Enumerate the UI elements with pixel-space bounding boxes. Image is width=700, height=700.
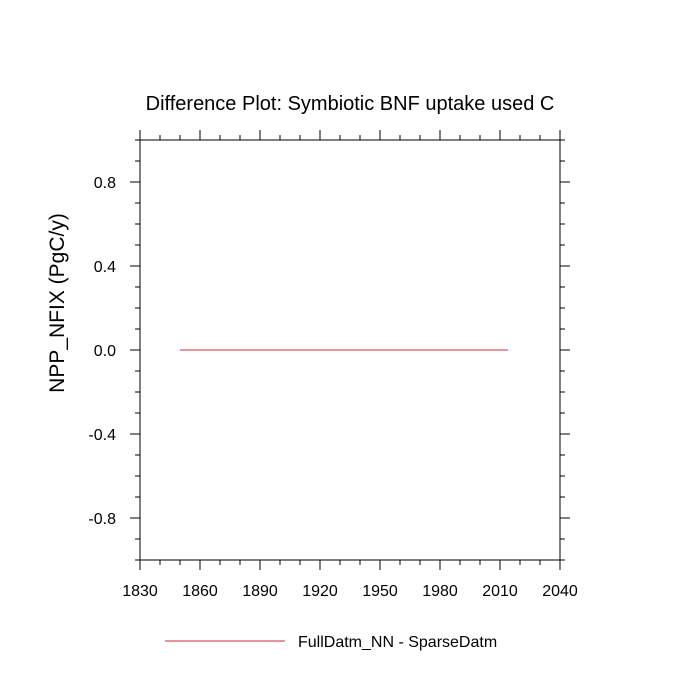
y-tick-label: -0.8 xyxy=(88,511,116,528)
chart-title: Difference Plot: Symbiotic BNF uptake us… xyxy=(146,93,555,115)
y-tick-label: 0.4 xyxy=(94,259,116,276)
y-tick-label: 0.8 xyxy=(94,175,116,192)
y-tick-label: 0.0 xyxy=(94,343,116,360)
legend: FullDatm_NN - SparseDatm xyxy=(165,634,497,651)
x-tick-label: 1950 xyxy=(362,583,398,600)
y-tick-label: -0.4 xyxy=(88,427,116,444)
x-tick-label: 1890 xyxy=(242,583,278,600)
x-tick-label: 2040 xyxy=(542,583,578,600)
x-tick-label: 2010 xyxy=(482,583,518,600)
x-tick-label: 1920 xyxy=(302,583,338,600)
x-tick-label: 1980 xyxy=(422,583,458,600)
y-axis-label: NPP_NFIX (PgC/y) xyxy=(46,213,69,393)
y-tick-labels: -0.8 -0.4 0.0 0.4 0.8 xyxy=(88,175,116,528)
x-tick-label: 1830 xyxy=(122,583,158,600)
legend-label: FullDatm_NN - SparseDatm xyxy=(298,634,497,651)
axis-ticks xyxy=(130,130,570,570)
x-tick-label: 1860 xyxy=(182,583,218,600)
x-tick-labels: 1830 1860 1890 1920 1950 1980 2010 2040 xyxy=(122,583,578,600)
